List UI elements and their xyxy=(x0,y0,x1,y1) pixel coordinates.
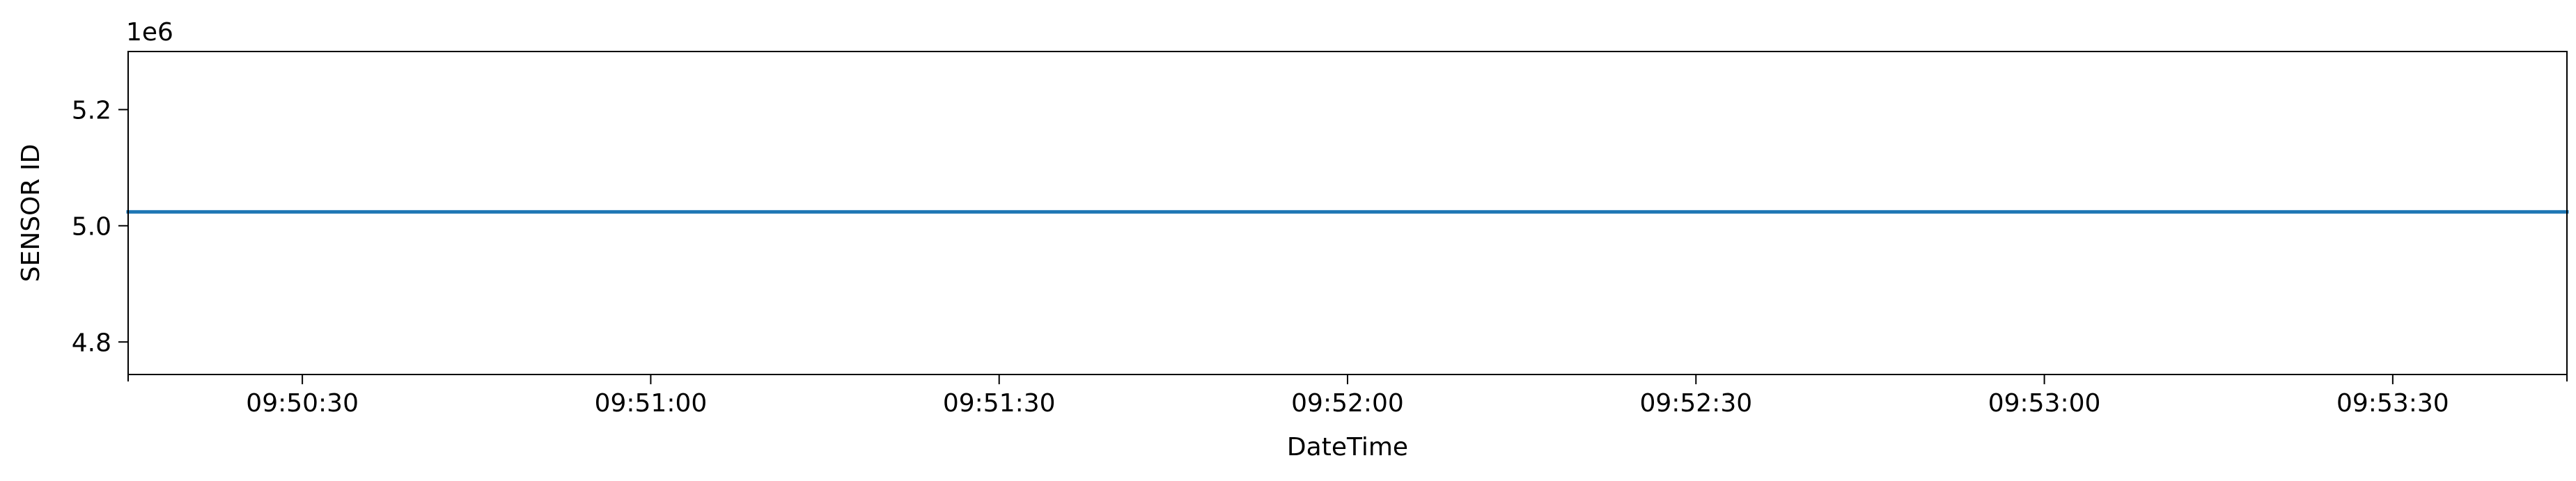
y-axis-offset-label: 1e6 xyxy=(126,18,173,47)
x-axis-tick-label: 09:53:30 xyxy=(2336,389,2449,418)
y-axis-title-group: SENSOR ID xyxy=(17,144,45,283)
x-axis-tick-label: 09:52:30 xyxy=(1639,389,1752,418)
plot-area: 09:50:30 09:51:00 09:51:30 09:52:00 09:52:30… xyxy=(72,51,2569,418)
x-axis-tick-label: 09:53:00 xyxy=(1988,389,2101,418)
x-axis-tick-label: 09:50:30 xyxy=(246,389,359,418)
y-axis-tick-label: 4.8 xyxy=(72,329,111,357)
y-axis-tick-label: 5.2 xyxy=(72,96,111,125)
y-axis-title: SENSOR ID xyxy=(17,144,45,283)
x-axis-tick-label: 09:51:30 xyxy=(943,389,1056,418)
plot-frame xyxy=(127,51,2568,375)
x-axis-tick-label: 09:52:00 xyxy=(1291,389,1404,418)
x-axis-title: DateTime xyxy=(1287,433,1408,462)
y-axis-tick-label: 5.0 xyxy=(72,212,111,241)
x-axis-tick-label: 09:51:00 xyxy=(595,389,708,418)
